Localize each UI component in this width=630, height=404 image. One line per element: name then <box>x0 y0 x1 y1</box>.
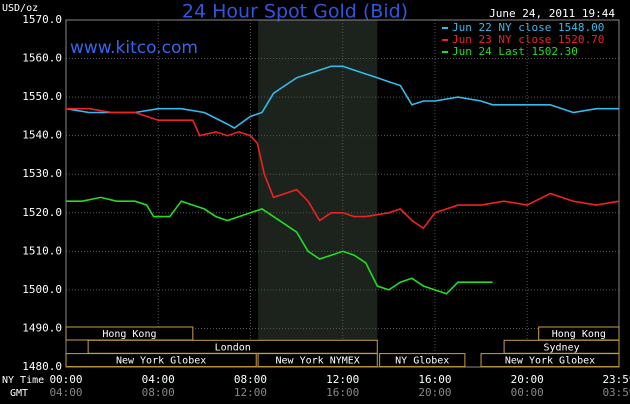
x2-tick-label: 20:00 <box>418 386 451 399</box>
y-tick-label: 1490.0 <box>22 321 62 334</box>
y-tick-label: 1520.0 <box>22 206 62 219</box>
session-label: Hong Kong <box>102 329 156 340</box>
session-label: NY Globex <box>395 356 449 367</box>
session-box <box>65 353 257 368</box>
x2-tick-label: 00:00 <box>511 386 544 399</box>
x-tick-label: 16:00 <box>418 373 451 386</box>
series-line <box>66 196 493 295</box>
x-axis-label: NY Time <box>2 375 44 386</box>
session-label: New York NYMEX <box>276 356 360 367</box>
y-tick-label: 1570.0 <box>22 13 62 26</box>
y-tick-label: 1480.0 <box>22 360 62 373</box>
legend-label: Jun 23 NY close 1520.70 <box>452 33 604 46</box>
x-tick-label: 08:00 <box>234 373 267 386</box>
y-tick-label: 1500.0 <box>22 283 62 296</box>
legend-label: Jun 22 NY close 1548.00 <box>452 21 604 34</box>
x2-axis-label: GMT <box>10 388 28 399</box>
x2-tick-label: 04:00 <box>49 386 82 399</box>
x2-tick-label: 08:00 <box>142 386 175 399</box>
session-label: New York Globex <box>116 356 206 367</box>
x-tick-label: 20:00 <box>511 373 544 386</box>
x-tick-label: 04:00 <box>142 373 175 386</box>
x2-tick-label: 12:00 <box>234 386 267 399</box>
session-label: London <box>215 342 251 353</box>
x-tick-label: 12:00 <box>326 373 359 386</box>
timestamp: June 24, 2011 19:44 <box>489 7 615 20</box>
x2-tick-label: 16:00 <box>326 386 359 399</box>
y-axis-label: USD/oz <box>2 3 38 14</box>
session-box <box>257 353 378 368</box>
legend-label: Jun 24 Last 1502.30 <box>452 45 578 58</box>
series-line <box>65 65 619 129</box>
y-tick-label: 1550.0 <box>22 90 62 103</box>
session-box <box>480 353 620 368</box>
session-box <box>379 353 466 368</box>
y-tick-label: 1540.0 <box>22 129 62 142</box>
annotation: www.kitco.com <box>70 38 198 58</box>
chart-title: 24 Hour Spot Gold (Bid) <box>182 1 408 23</box>
y-tick-label: 1560.0 <box>22 52 62 65</box>
x2-tick-label: 03:59 <box>602 386 630 399</box>
x-tick-label: 00:00 <box>49 373 82 386</box>
series-line <box>66 107 620 230</box>
session-label: Hong Kong <box>552 329 606 340</box>
y-tick-label: 1530.0 <box>22 167 62 180</box>
session-label: Sydney <box>543 342 579 353</box>
session-highlight <box>258 20 378 367</box>
session-label: New York Globex <box>505 356 595 367</box>
x-tick-label: 23:59 <box>602 373 630 386</box>
y-tick-label: 1510.0 <box>22 244 62 257</box>
